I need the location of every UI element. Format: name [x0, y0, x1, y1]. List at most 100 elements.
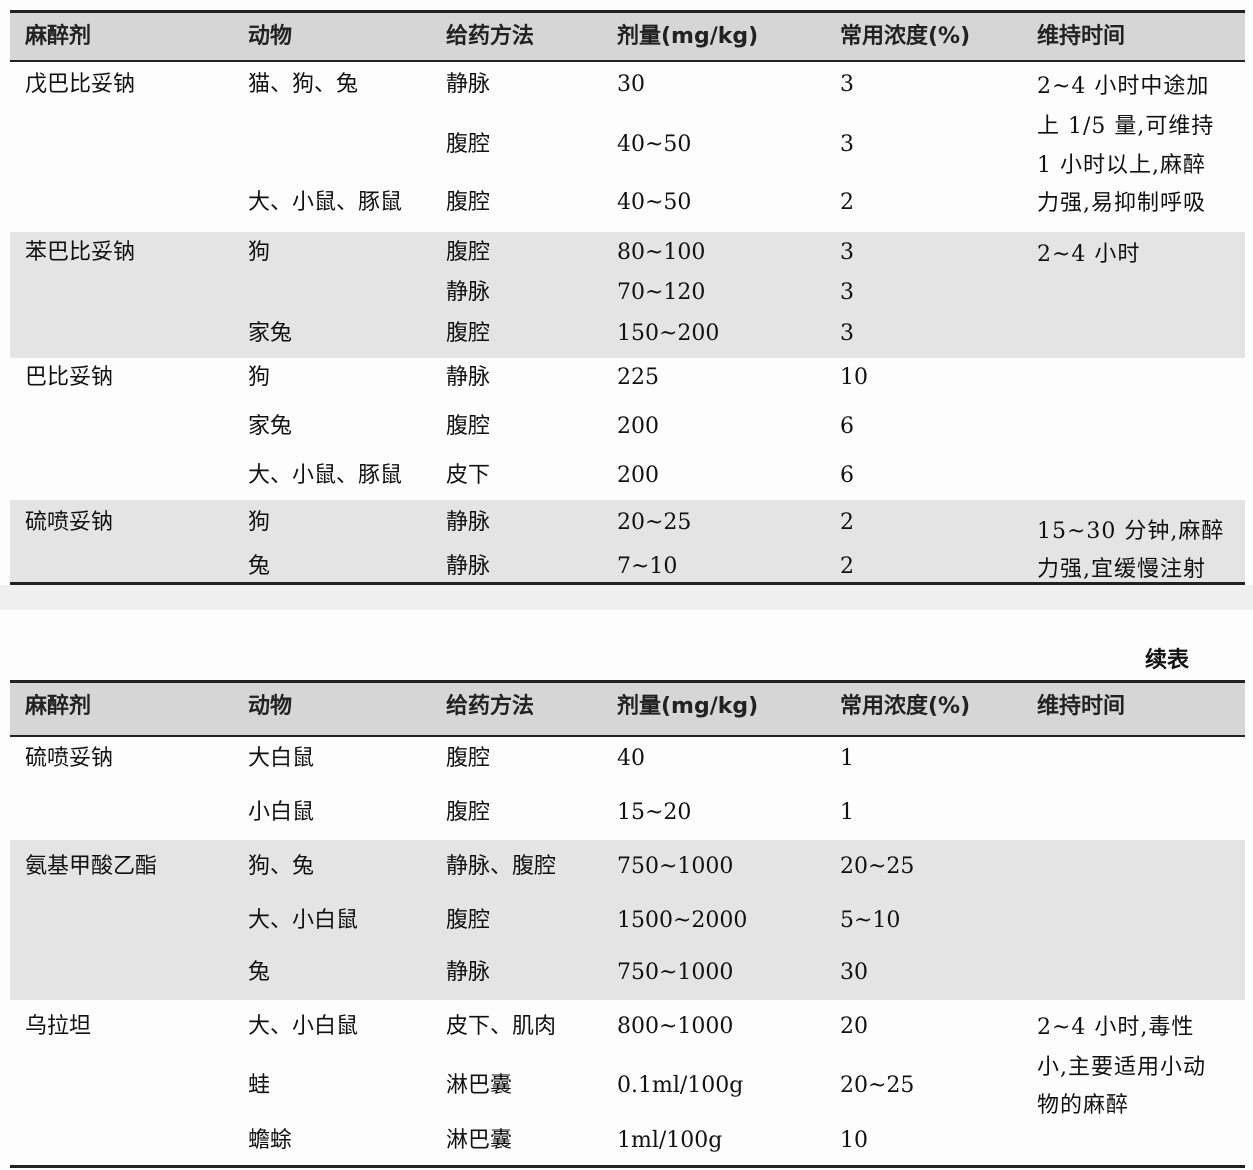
duration-text: 2~4 小时中途加 — [1037, 74, 1210, 99]
agent-name: 氨基甲酸乙酯 — [25, 854, 158, 879]
cell-animal: 兔 — [248, 554, 271, 579]
agent-name: 巴比妥钠 — [25, 365, 114, 390]
cell-route: 腹腔 — [446, 240, 491, 265]
cell-animal: 蛙 — [248, 1073, 271, 1098]
agent-name: 戊巴比妥钠 — [25, 72, 136, 97]
cell-conc: 20~25 — [840, 854, 915, 879]
agent-name: 苯巴比妥钠 — [25, 240, 136, 265]
column-header: 麻醉剂 — [25, 694, 92, 719]
cell-animal: 大、小鼠、豚鼠 — [248, 190, 403, 215]
page-gap — [0, 585, 1253, 610]
table-rule — [10, 1165, 1245, 1168]
cell-dose: 40~50 — [617, 132, 692, 157]
cell-dose: 0.1ml/100g — [617, 1073, 744, 1098]
duration-text: 上 1/5 量,可维持 — [1037, 114, 1215, 139]
row-group-shade — [10, 500, 1245, 582]
cell-conc: 2 — [840, 554, 854, 579]
cell-dose: 70~120 — [617, 280, 706, 305]
cell-conc: 20 — [840, 1014, 868, 1039]
column-header: 剂量(mg/kg) — [617, 24, 759, 49]
cell-dose: 200 — [617, 463, 659, 488]
cell-conc: 6 — [840, 414, 854, 439]
cell-route: 静脉 — [446, 960, 491, 985]
cell-dose: 200 — [617, 414, 659, 439]
cell-route: 腹腔 — [446, 321, 491, 346]
column-header: 麻醉剂 — [25, 24, 92, 49]
duration-text: 力强,易抑制呼吸 — [1037, 191, 1206, 216]
agent-name: 硫喷妥钠 — [25, 746, 114, 771]
cell-animal: 狗 — [248, 510, 271, 535]
cell-route: 淋巴囊 — [446, 1073, 513, 1098]
duration-text: 2~4 小时 — [1037, 242, 1141, 267]
table-rule — [10, 60, 1245, 62]
cell-route: 静脉 — [446, 72, 491, 97]
cell-dose: 800~1000 — [617, 1014, 734, 1039]
cell-conc: 2 — [840, 190, 854, 215]
cell-conc: 3 — [840, 72, 854, 97]
cell-route: 皮下 — [446, 463, 491, 488]
column-header: 剂量(mg/kg) — [617, 694, 759, 719]
cell-dose: 20~25 — [617, 510, 692, 535]
cell-conc: 3 — [840, 321, 854, 346]
cell-dose: 40~50 — [617, 190, 692, 215]
cell-animal: 狗、兔 — [248, 854, 315, 879]
cell-animal: 大、小白鼠 — [248, 1014, 359, 1039]
cell-route: 静脉、腹腔 — [446, 854, 557, 879]
cell-route: 腹腔 — [446, 908, 491, 933]
cell-conc: 10 — [840, 365, 868, 390]
cell-animal: 蟾蜍 — [248, 1128, 293, 1153]
column-header: 维持时间 — [1037, 24, 1126, 49]
cell-dose: 1500~2000 — [617, 908, 748, 933]
cell-animal: 狗 — [248, 240, 271, 265]
cell-animal: 大、小鼠、豚鼠 — [248, 463, 403, 488]
cell-dose: 225 — [617, 365, 659, 390]
cell-dose: 15~20 — [617, 800, 692, 825]
cell-route: 淋巴囊 — [446, 1128, 513, 1153]
cell-dose: 80~100 — [617, 240, 706, 265]
table-header-band — [10, 680, 1245, 735]
cell-animal: 小白鼠 — [248, 800, 315, 825]
column-header: 给药方法 — [446, 24, 535, 49]
table-header-band — [10, 10, 1245, 60]
cell-conc: 3 — [840, 132, 854, 157]
cell-conc: 20~25 — [840, 1073, 915, 1098]
cell-route: 腹腔 — [446, 800, 491, 825]
row-group-shade — [10, 232, 1245, 358]
cell-route: 腹腔 — [446, 414, 491, 439]
cell-dose: 150~200 — [617, 321, 720, 346]
cell-dose: 750~1000 — [617, 854, 734, 879]
duration-text: 小,主要适用小动 — [1037, 1055, 1206, 1080]
cell-conc: 30 — [840, 960, 868, 985]
table-rule — [10, 582, 1245, 585]
cell-conc: 3 — [840, 240, 854, 265]
table-rule — [10, 680, 1245, 683]
duration-text: 1 小时以上,麻醉 — [1037, 153, 1206, 178]
duration-text: 物的麻醉 — [1037, 1093, 1130, 1118]
cell-route: 腹腔 — [446, 746, 491, 771]
cell-animal: 大、小白鼠 — [248, 908, 359, 933]
column-header: 动物 — [248, 694, 293, 719]
cell-animal: 狗 — [248, 365, 271, 390]
column-header: 维持时间 — [1037, 694, 1126, 719]
continued-label: 续表 — [1145, 647, 1190, 673]
row-group-shade — [10, 840, 1245, 1000]
column-header: 给药方法 — [446, 694, 535, 719]
cell-dose: 30 — [617, 72, 645, 97]
cell-animal: 家兔 — [248, 321, 293, 346]
duration-text: 15~30 分钟,麻醉 — [1037, 519, 1225, 544]
cell-dose: 1ml/100g — [617, 1128, 723, 1153]
cell-conc: 3 — [840, 280, 854, 305]
column-header: 常用浓度(%) — [840, 24, 971, 49]
cell-route: 腹腔 — [446, 190, 491, 215]
cell-conc: 1 — [840, 800, 854, 825]
duration-text: 2~4 小时,毒性 — [1037, 1015, 1195, 1040]
cell-route: 静脉 — [446, 365, 491, 390]
agent-name: 硫喷妥钠 — [25, 510, 114, 535]
cell-route: 静脉 — [446, 280, 491, 305]
cell-conc: 6 — [840, 463, 854, 488]
agent-name: 乌拉坦 — [25, 1014, 92, 1039]
cell-route: 皮下、肌肉 — [446, 1014, 557, 1039]
cell-route: 静脉 — [446, 554, 491, 579]
cell-conc: 1 — [840, 746, 854, 771]
cell-dose: 7~10 — [617, 554, 678, 579]
